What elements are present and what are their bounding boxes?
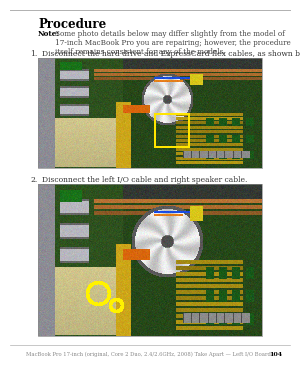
Text: Note:: Note: (38, 30, 60, 38)
Text: Disconnect the left I/O cable and right speaker cable.: Disconnect the left I/O cable and right … (42, 176, 247, 184)
Text: 104: 104 (269, 352, 282, 357)
Bar (38, 58, 262, 168)
Text: 1.: 1. (30, 50, 37, 58)
Text: Some photo details below may differ slightly from the model of 17-inch MacBook P: Some photo details below may differ slig… (55, 30, 291, 56)
Text: MacBook Pro 17-inch (original, Core 2 Duo, 2.4/2.6GHz, 2008) Take Apart — Left I: MacBook Pro 17-inch (original, Core 2 Du… (26, 352, 270, 357)
Text: Disconnect the hard drive and ExpressCard flex cables, as shown below.: Disconnect the hard drive and ExpressCar… (42, 50, 300, 58)
Text: Procedure: Procedure (38, 18, 106, 31)
Text: 2.: 2. (30, 176, 37, 184)
Bar (38, 184, 262, 336)
